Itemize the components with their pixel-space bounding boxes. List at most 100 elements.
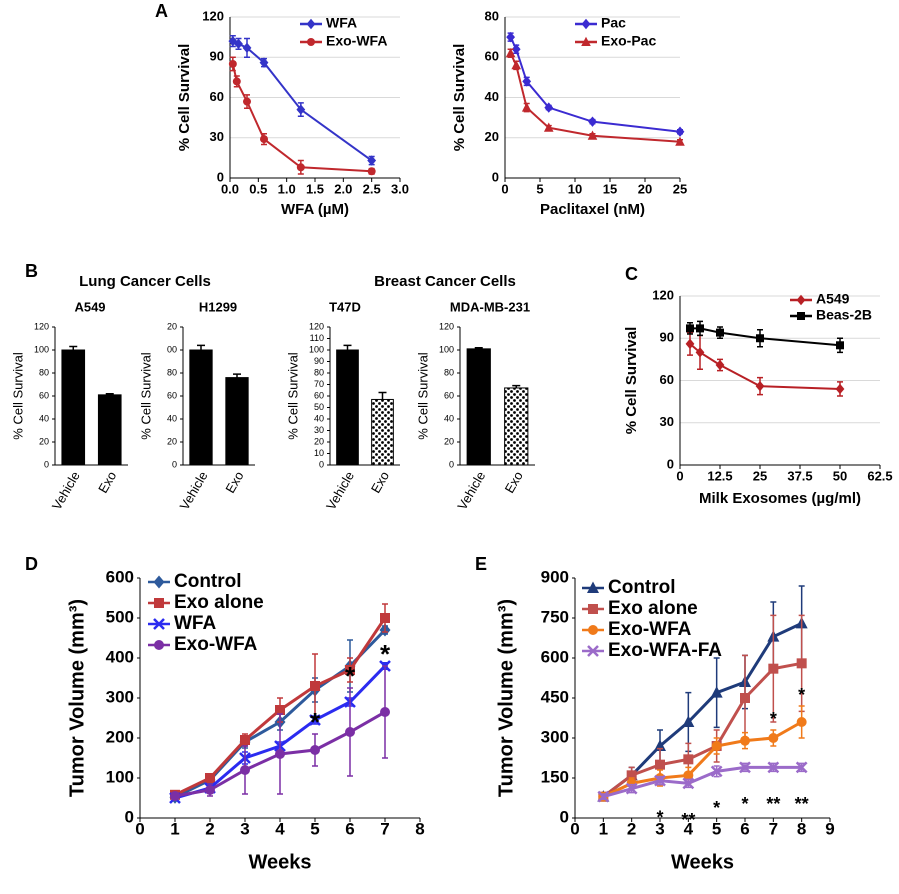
marker [756, 334, 764, 343]
error-bar [105, 392, 114, 395]
series-line [232, 40, 373, 162]
y-tick-label: 0 [667, 456, 674, 471]
bar [504, 387, 529, 466]
marker [581, 36, 591, 46]
x-tick-label: 2 [205, 819, 214, 838]
marker [260, 135, 268, 144]
x-tick-label: 7 [380, 819, 389, 838]
y-tick-label: 200 [106, 727, 134, 746]
y-axis-label: % Cell Survival [138, 352, 153, 440]
x-tick-label: 10 [568, 181, 582, 196]
bar [466, 348, 491, 466]
marker [588, 604, 598, 614]
x-tick-label: 3 [240, 819, 249, 838]
marker [685, 338, 695, 350]
marker [511, 44, 521, 55]
y-tick-label: 40 [167, 413, 177, 423]
y-tick-label: 60 [660, 372, 674, 387]
y-tick-label: 60 [444, 390, 454, 400]
x-tick-label: 25 [673, 181, 687, 196]
y-tick-label: 60 [167, 390, 177, 400]
chart-title: A549 [74, 299, 105, 314]
marker [309, 714, 321, 726]
series-line [602, 765, 802, 799]
marker [626, 770, 637, 781]
annotation: ** [681, 810, 695, 830]
y-tick-label: 120 [202, 8, 224, 23]
x-tick-label: 9 [825, 819, 834, 838]
legend-label: Exo-WFA [608, 619, 692, 640]
y-tick-label: 100 [34, 344, 49, 354]
x-axis-label: Weeks [248, 851, 311, 873]
chart-title: MDA-MB-231 [450, 299, 530, 314]
x-tick-label: 8 [797, 819, 806, 838]
y-axis-label: % Cell Survival [415, 352, 430, 440]
panel-label: C [625, 264, 638, 284]
marker [259, 57, 269, 68]
error-bar [474, 346, 483, 349]
x-tick-label: 1 [599, 819, 608, 838]
marker [675, 136, 685, 146]
x-tick-label: 5 [310, 819, 319, 838]
marker [205, 785, 215, 795]
x-tick-label: 5 [536, 181, 543, 196]
x-tick-label: 0.0 [221, 181, 239, 196]
x-tick-label: 6 [345, 819, 354, 838]
y-tick-label: 20 [444, 436, 454, 446]
marker [275, 705, 285, 715]
legend-label: WFA [326, 15, 357, 31]
marker [345, 727, 355, 737]
x-tick-label: 20 [638, 181, 652, 196]
marker [296, 163, 305, 172]
marker [522, 76, 532, 87]
x-tick-label: 4 [684, 819, 694, 838]
y-axis-label: % Cell Survival [10, 352, 25, 440]
y-tick-label: 10 [314, 448, 324, 458]
x-tick-label: 15 [603, 181, 617, 196]
legend-label: Pac [601, 15, 626, 31]
y-tick-label: 80 [444, 367, 454, 377]
y-tick-label: 0 [217, 169, 224, 184]
x-axis-label: WFA (µM) [281, 201, 349, 218]
marker [675, 126, 685, 137]
x-tick-label: 4 [275, 819, 285, 838]
annotation: * [380, 639, 391, 669]
y-tick-label: 70 [314, 379, 324, 389]
x-tick-label: 62.5 [867, 468, 892, 483]
series-line [690, 327, 841, 347]
marker [755, 380, 765, 392]
marker [711, 741, 722, 751]
marker [153, 575, 165, 589]
x-tick-label: Vehicle [177, 469, 211, 513]
panel-label: B [25, 261, 38, 281]
y-tick-label: 110 [310, 333, 324, 343]
x-tick-label: 0 [501, 181, 508, 196]
marker [739, 761, 751, 774]
x-tick-label: Vehicle [323, 469, 357, 513]
y-axis-label: % Cell Survival [623, 327, 640, 435]
marker [275, 749, 285, 759]
legend-label: Control [608, 577, 676, 598]
x-axis-label: Milk Exosomes (µg/ml) [699, 490, 861, 507]
marker [797, 312, 805, 320]
y-tick-label: 30 [660, 414, 674, 429]
marker [682, 777, 695, 790]
annotation: * [713, 798, 720, 818]
marker [306, 18, 316, 30]
chart-title: T47D [329, 299, 361, 314]
y-tick-label: 600 [106, 567, 134, 586]
x-tick-label: Vehicle [49, 469, 83, 513]
marker [296, 104, 306, 115]
y-tick-label: 20 [167, 436, 177, 446]
marker [367, 167, 376, 176]
marker [716, 328, 724, 337]
x-tick-label: 1.5 [306, 181, 324, 196]
marker [587, 130, 598, 140]
y-tick-label: 120 [34, 321, 49, 331]
y-tick-label: 750 [541, 607, 569, 626]
legend-label: Beas-2B [816, 307, 872, 323]
marker [154, 598, 164, 608]
y-tick-label: 600 [541, 647, 569, 666]
panel-label: E [475, 554, 487, 574]
marker [767, 761, 780, 774]
